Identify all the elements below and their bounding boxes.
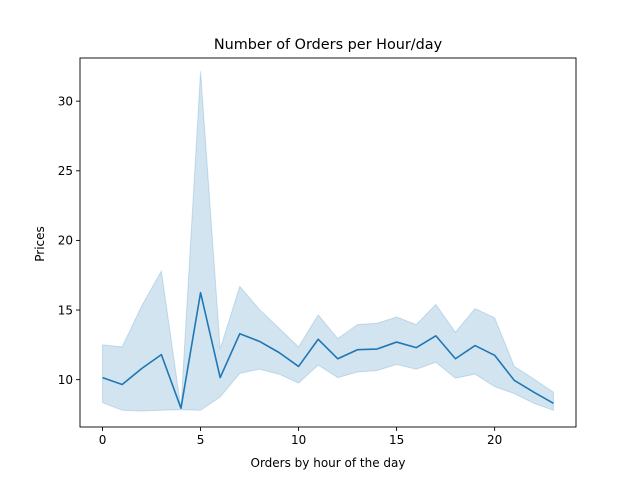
data-point	[474, 345, 476, 347]
x-tick-label: 10	[291, 433, 306, 447]
data-point	[180, 407, 182, 409]
x-axis-label: Orders by hour of the day	[251, 456, 406, 470]
data-point	[239, 333, 241, 335]
data-point	[435, 335, 437, 337]
data-point	[102, 377, 104, 379]
x-tick-label: 15	[389, 433, 404, 447]
x-tick-label: 20	[487, 433, 502, 447]
x-tick-label: 0	[99, 433, 107, 447]
plot-layer	[102, 71, 554, 412]
data-point	[396, 341, 398, 343]
y-tick-label: 30	[58, 94, 73, 108]
data-point	[513, 379, 515, 381]
plot-frame	[79, 57, 577, 428]
data-point	[258, 340, 260, 342]
y-axis-label: Prices	[33, 226, 47, 262]
chart-title: Number of Orders per Hour/day	[214, 37, 443, 53]
confidence-band	[102, 71, 554, 412]
data-point	[200, 292, 202, 294]
data-point	[317, 338, 319, 340]
data-point	[337, 358, 339, 360]
y-tick-label: 15	[58, 303, 73, 317]
data-point	[454, 358, 456, 360]
data-point	[121, 384, 123, 386]
data-point	[160, 354, 162, 356]
x-tick-label: 5	[197, 433, 205, 447]
data-point	[533, 391, 535, 393]
data-point	[376, 348, 378, 350]
data-point	[298, 365, 300, 367]
data-point	[278, 352, 280, 354]
data-point	[494, 354, 496, 356]
y-tick-label: 10	[58, 373, 73, 387]
series-line	[102, 291, 554, 410]
data-point	[415, 347, 417, 349]
y-tick-label: 20	[58, 234, 73, 248]
data-point	[552, 402, 554, 404]
data-point	[356, 349, 358, 351]
axes-layer: 0 5 10 15 20 10 15 20 25 30	[58, 57, 577, 447]
y-tick-label: 25	[58, 164, 73, 178]
data-point	[141, 368, 143, 370]
data-point	[219, 377, 221, 379]
